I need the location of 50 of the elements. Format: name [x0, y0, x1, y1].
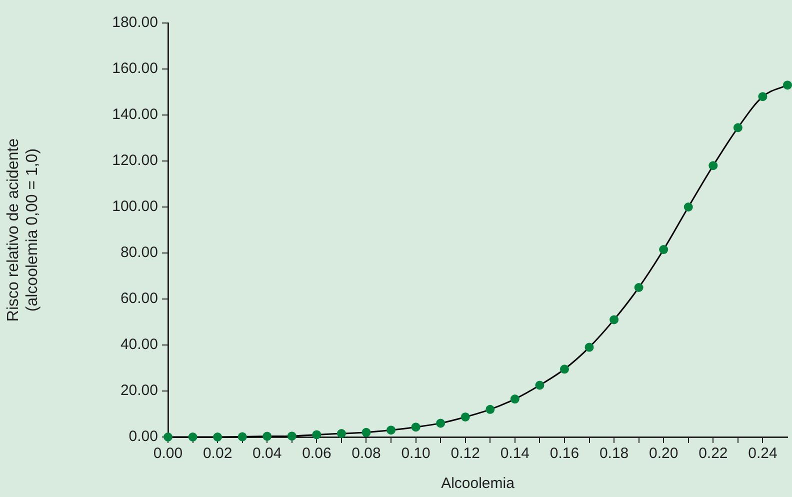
x-tick-label: 0.16 [550, 445, 580, 462]
point [287, 432, 296, 441]
point [560, 364, 569, 374]
x-tick-label: 0.20 [649, 445, 678, 462]
y-axis-title: Risco relativo de acidente (alcoolemia 0,00 = 1,0) [5, 138, 42, 322]
x-tick-label: 0.18 [599, 445, 629, 462]
point [188, 432, 198, 442]
x-tick-label: 0.12 [450, 445, 480, 462]
y-tick-label: 180.00 [112, 14, 158, 32]
point [362, 428, 371, 437]
point [733, 123, 742, 132]
y-tick-label: 100.00 [112, 198, 158, 216]
y-tick-label: 40.00 [120, 336, 158, 354]
y-tick-label: 120.00 [112, 152, 158, 170]
point [783, 80, 792, 90]
y-tick-label: 60.00 [120, 290, 158, 308]
point [684, 202, 693, 212]
point [312, 430, 322, 440]
x-tick-label: 0.08 [352, 445, 381, 462]
point [584, 342, 594, 352]
point [336, 429, 346, 438]
y-tick-label: 0.00 [128, 428, 158, 446]
y-tick-label: 80.00 [120, 244, 158, 262]
point [659, 245, 668, 254]
point [460, 412, 470, 422]
point [386, 426, 396, 435]
x-tick-label: 0.14 [500, 445, 530, 462]
point [262, 432, 272, 441]
point [634, 283, 644, 292]
point [708, 161, 718, 170]
point [436, 418, 446, 428]
point [510, 394, 520, 404]
point [486, 404, 495, 414]
x-tick-label: 0.06 [302, 445, 332, 462]
point [238, 432, 247, 442]
point [213, 432, 222, 442]
y-tick-label: 20.00 [120, 382, 158, 400]
y-tick-label: 140.00 [112, 106, 158, 124]
point [535, 380, 544, 390]
x-tick-label: 0.10 [401, 445, 430, 462]
point [758, 92, 768, 102]
point [411, 422, 420, 432]
x-axis-title: Alcoolemia [441, 475, 516, 492]
x-tick-label: 0.00 [153, 445, 183, 462]
x-tick-label: 0.02 [202, 445, 232, 462]
x-tick-label: 0.22 [698, 445, 728, 462]
y-tick-label: 160.00 [112, 60, 158, 78]
x-tick-label: 0.24 [748, 445, 778, 462]
x-tick-label: 0.04 [252, 445, 282, 462]
point [610, 315, 619, 324]
